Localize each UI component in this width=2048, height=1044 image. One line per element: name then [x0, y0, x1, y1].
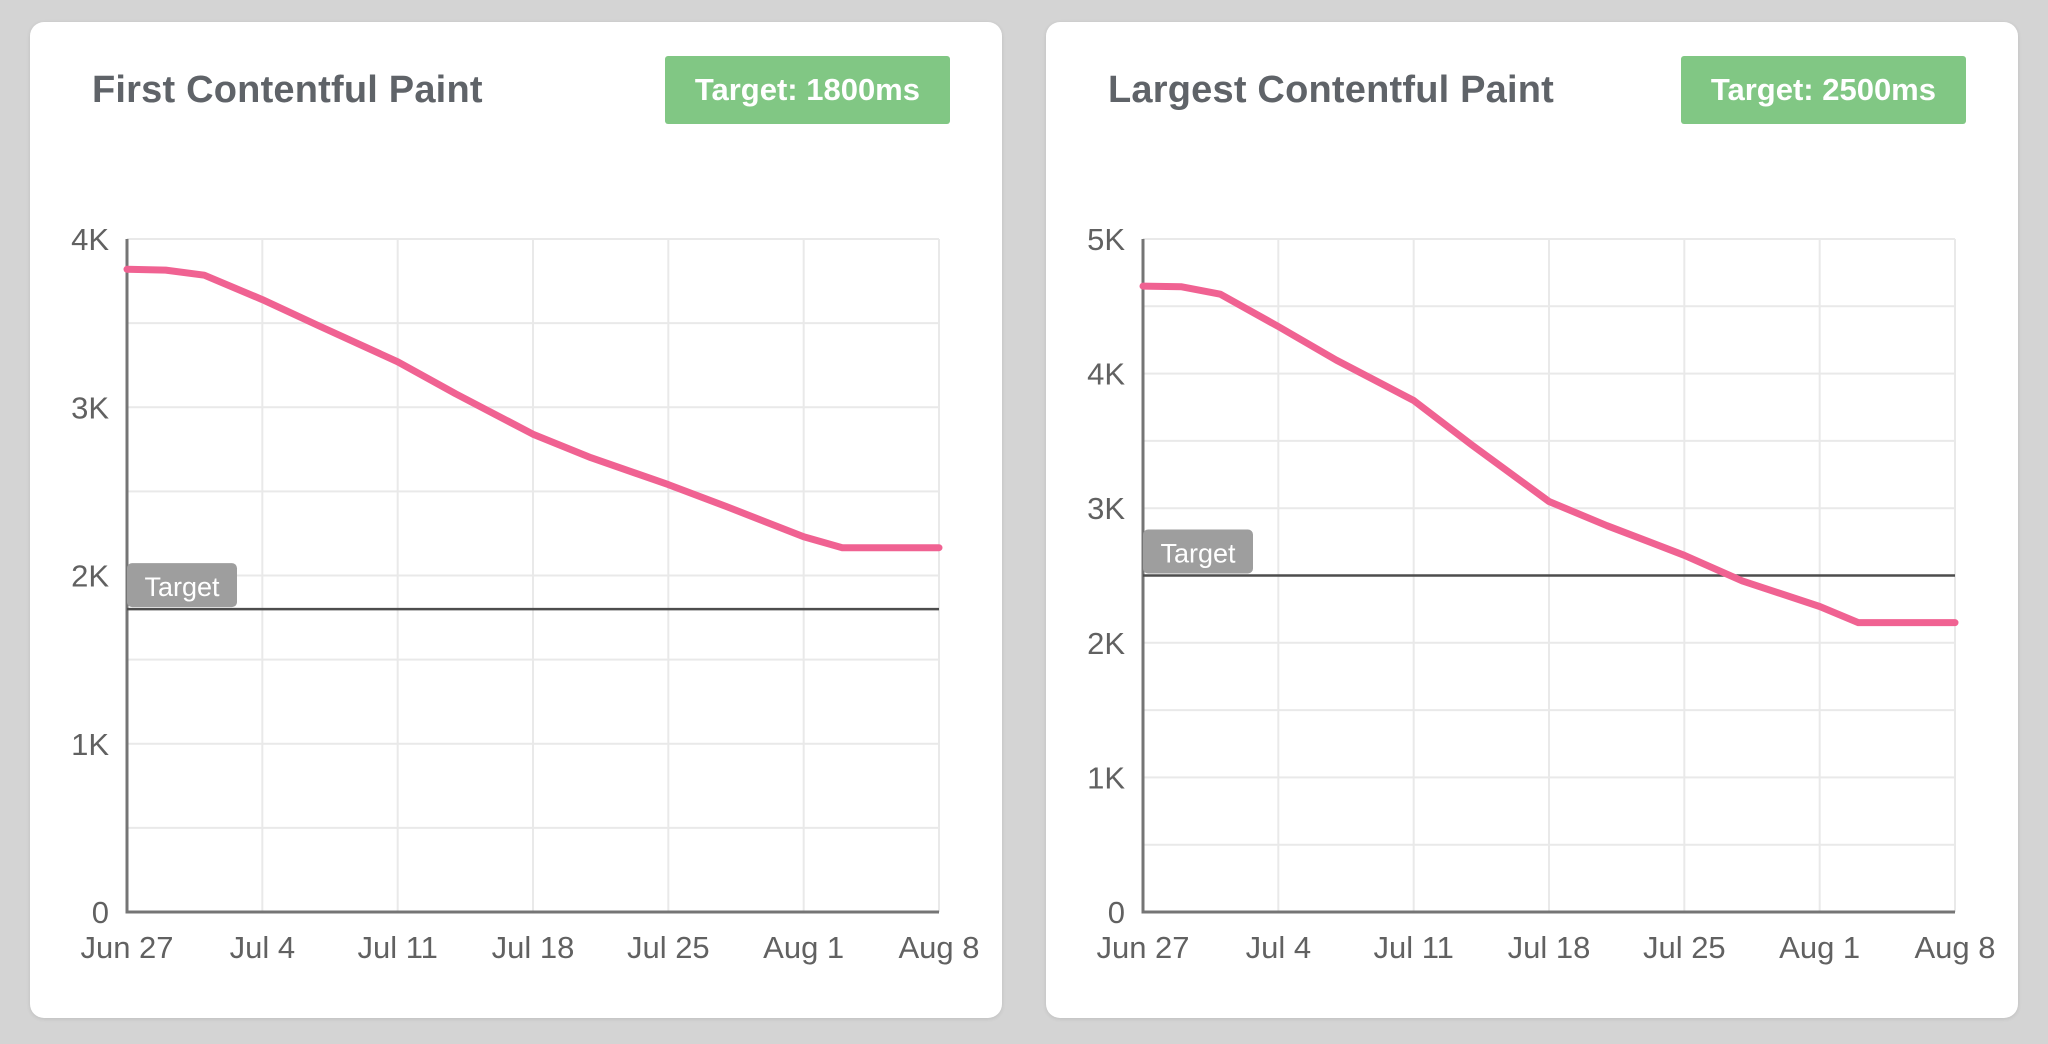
y-tick-label: 0 [1108, 895, 1125, 930]
lcp-chart: 0 1K 2K 3K 4K 5K Jun 27 Jul 4 Jul 11 Jul 18 Jul 25… [1076, 186, 2018, 992]
x-tick-label: Aug 8 [1914, 930, 1995, 965]
y-tick-label: 1K [1087, 760, 1125, 795]
lcp-title: Largest Contentful Paint [1108, 68, 1555, 111]
fcp-target-badge: Target: 1800ms [664, 56, 950, 124]
y-tick-label: 3K [1087, 491, 1125, 526]
x-tick-label: Jul 11 [357, 930, 437, 965]
y-tick-label: 0 [92, 895, 109, 930]
y-tick-label: 2K [1087, 626, 1125, 661]
y-tick-label: 3K [71, 390, 109, 425]
fcp-title: First Contentful Paint [92, 68, 483, 111]
lcp-card: Largest Contentful Paint Target: 2500ms … [1046, 22, 2018, 1018]
y-tick-label: 5K [1087, 222, 1125, 257]
x-tick-label: Aug 8 [898, 930, 979, 965]
x-tick-label: Jul 25 [627, 930, 710, 965]
x-tick-label: Aug 1 [1779, 930, 1860, 965]
fcp-card-header: First Contentful Paint Target: 1800ms [30, 22, 1002, 124]
x-tick-label: Jul 4 [1246, 930, 1311, 965]
x-tick-label: Aug 1 [763, 930, 844, 965]
y-tick-label: 4K [71, 222, 109, 257]
series-line [123, 265, 943, 552]
first-contentful-paint-svg: 0 1K 2K 3K 4K Jun 27 Jul 4 Jul 11 Jul 18 Jul 25 Au… [71, 222, 979, 965]
x-tick-label: Jul 25 [1643, 930, 1726, 965]
x-tick-label: Jun 27 [1096, 930, 1189, 965]
x-tick-label: Jul 18 [1508, 930, 1591, 965]
largest-contentful-paint-svg: 0 1K 2K 3K 4K 5K Jun 27 Jul 4 Jul 11 Jul 18 Jul 25… [1087, 222, 1995, 965]
y-tick-label: 2K [71, 559, 109, 594]
series-line [1139, 282, 1959, 627]
x-tick-label: Jun 27 [80, 930, 173, 965]
target-label-chip [127, 563, 237, 608]
x-tick-label: Jul 11 [1373, 930, 1453, 965]
lcp-target-badge: Target: 2500ms [1680, 56, 1966, 124]
x-tick-label: Jul 18 [492, 930, 575, 965]
fcp-chart: 0 1K 2K 3K 4K Jun 27 Jul 4 Jul 11 Jul 18 Jul 25 Au… [60, 186, 1002, 992]
fcp-card: First Contentful Paint Target: 1800ms 0 1… [30, 22, 1002, 1018]
target-label-chip [1143, 529, 1253, 574]
target-label-text: Target [1160, 539, 1236, 569]
x-tick-label: Jul 4 [230, 930, 295, 965]
y-tick-label: 4K [1087, 357, 1125, 392]
y-tick-label: 1K [71, 727, 109, 762]
target-label-text: Target [144, 572, 220, 602]
lcp-card-header: Largest Contentful Paint Target: 2500ms [1046, 22, 2018, 124]
